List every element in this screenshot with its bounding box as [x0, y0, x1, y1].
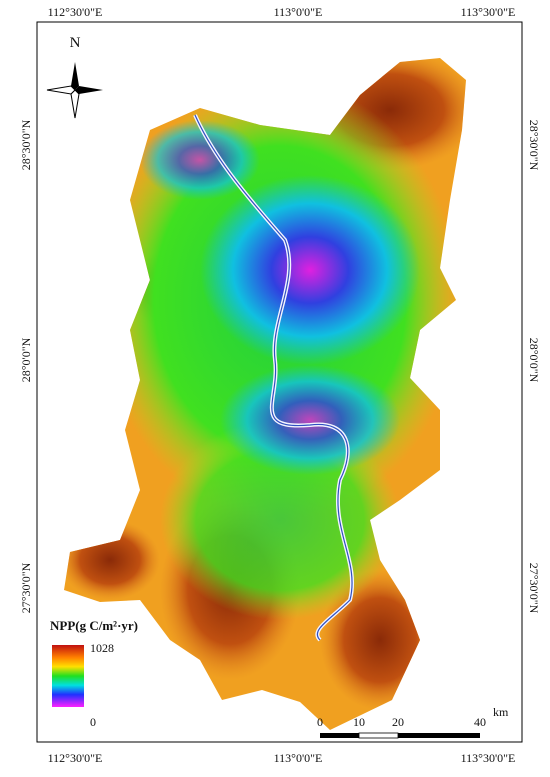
longitude-label: 113°0'0"E — [274, 751, 323, 765]
latitude-label: 28°0'0"N — [19, 337, 33, 382]
longitude-label: 112°30'0"E — [48, 751, 103, 765]
legend-title: NPP(g C/m²·yr) — [50, 618, 138, 633]
scale-label: 20 — [392, 715, 404, 729]
longitude-label: 113°30'0"E — [461, 5, 516, 19]
longitude-label: 113°30'0"E — [461, 751, 516, 765]
latitude-label: 27°30'0"N — [19, 562, 33, 613]
scale-unit: km — [493, 705, 509, 719]
legend: NPP(g C/m²·yr) 1028 0 — [50, 618, 138, 729]
latitude-label: 27°30'0"N — [527, 563, 541, 614]
scale-label: 0 — [317, 715, 323, 729]
north-label: N — [70, 35, 81, 51]
scale-label: 40 — [474, 715, 486, 729]
latitude-label: 28°30'0"N — [527, 120, 541, 171]
longitude-label: 112°30'0"E — [48, 5, 103, 19]
latitude-label: 28°0'0"N — [527, 338, 541, 383]
legend-colorbar — [52, 645, 84, 707]
latitude-label: 28°30'0"N — [19, 119, 33, 170]
north-arrow: N — [46, 35, 103, 119]
legend-max: 1028 — [90, 641, 114, 655]
legend-min: 0 — [90, 715, 96, 729]
scale-bar: 0 10 20 40 km — [317, 705, 509, 739]
longitude-label: 113°0'0"E — [274, 5, 323, 19]
scale-label: 10 — [353, 715, 365, 729]
